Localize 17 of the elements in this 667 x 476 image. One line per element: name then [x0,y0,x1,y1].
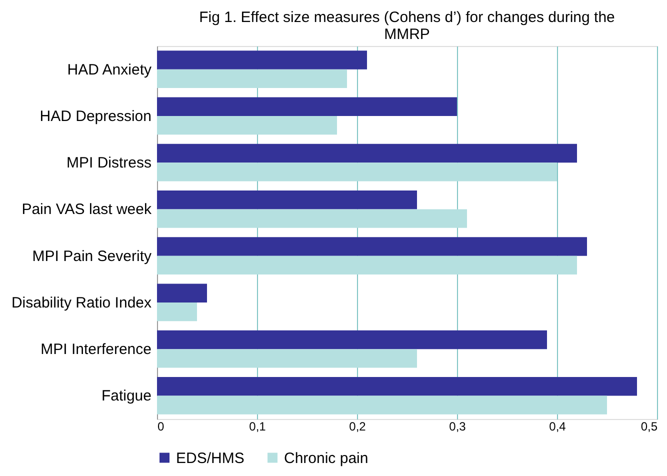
y-tick-label: Disability Ratio Index [11,294,152,312]
y-tick-label: Pain VAS last week [22,201,152,218]
y-tick-label: HAD Depression [40,108,152,125]
x-tick-label: 0,2 [349,420,366,434]
x-tick-label: 0,3 [449,420,466,434]
y-tick-label: HAD Anxiety [67,61,152,78]
y-tick-label: MPI Interference [40,341,152,358]
chart-title: Fig 1. Effect size measures (Cohens d’) for changes during the MMRP [199,9,615,43]
legend-label: EDS/HMS [176,450,244,467]
x-tick-label: 0,1 [249,420,266,434]
x-tick-label: 0 [158,420,164,434]
x-tick-label: 0,4 [549,420,566,434]
y-tick-label: Fatigue [101,388,152,405]
legend-label: Chronic pain [284,450,368,467]
x-tick-label: 0,5 [640,420,658,434]
y-tick-label: MPI Pain Severity [32,248,152,265]
y-tick-label: MPI Distress [66,154,152,172]
